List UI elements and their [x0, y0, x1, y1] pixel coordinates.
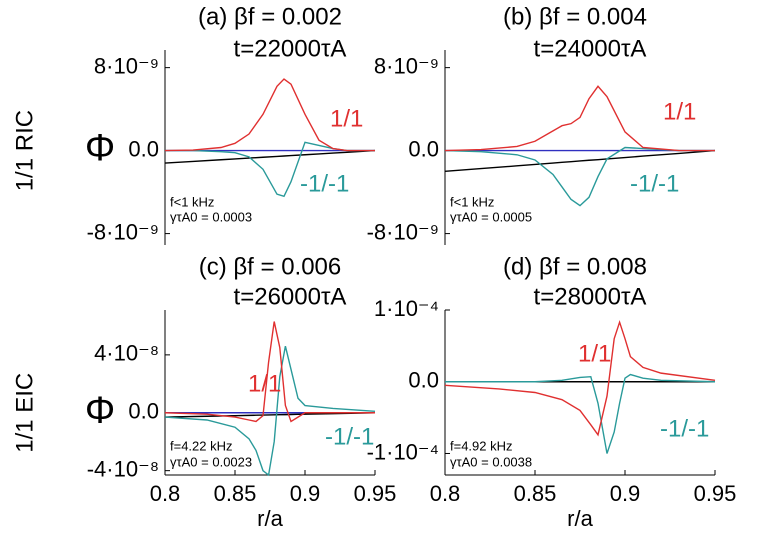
x-axis-label: r/a: [257, 506, 283, 531]
x-tick-label: 0.95: [354, 481, 397, 506]
x-tick-label: 0.8: [430, 481, 461, 506]
panel-subtitle: t=22000τA: [234, 35, 347, 62]
series-line: [444, 85, 715, 152]
series-line: [165, 141, 375, 198]
annotation: f<1 kHz: [170, 194, 214, 209]
row-label: 1/1 EIC: [11, 373, 38, 453]
annotation: γτA0 = 0.0005: [450, 209, 532, 224]
y-tick-label: 4·10⁻⁸: [94, 341, 159, 366]
y-tick-label: 0.0: [128, 136, 159, 161]
row-label: 1/1 RIC: [11, 110, 38, 191]
series-line: [164, 346, 376, 477]
series-label: -1/-1: [660, 415, 709, 442]
y-tick-label: -8·10⁻⁹: [367, 219, 439, 244]
x-tick-label: 0.9: [610, 481, 641, 506]
panel-title: (c) βf = 0.006: [199, 253, 342, 280]
panel-title: (d) βf = 0.008: [503, 253, 647, 280]
y-axis-label: Φ: [85, 390, 115, 432]
y-tick-label: -4·10⁻⁸: [87, 456, 159, 481]
x-tick-label: 0.9: [290, 481, 321, 506]
series-line: [164, 78, 375, 152]
x-tick-label: 0.8: [150, 481, 181, 506]
annotation: f=4.92 kHz: [450, 438, 513, 453]
series-label: 1/1: [248, 370, 281, 397]
x-tick-label: 0.85: [214, 481, 257, 506]
x-tick-label: 0.85: [514, 481, 557, 506]
x-axis-label: r/a: [567, 506, 593, 531]
panel-title: (a) βf = 0.002: [198, 3, 342, 30]
annotation: f<1 kHz: [450, 194, 494, 209]
x-tick-label: 0.95: [694, 481, 737, 506]
series-line: [444, 319, 716, 437]
series-label: -1/-1: [325, 423, 374, 450]
panel-subtitle: t=24000τA: [534, 35, 647, 62]
series-label: 1/1: [663, 98, 696, 125]
y-tick-label: 0.0: [128, 399, 159, 424]
series-line: [164, 149, 376, 164]
annotation: f=4.22 kHz: [170, 438, 233, 453]
series-label: 1/1: [330, 105, 363, 132]
y-tick-label: 0.0: [408, 136, 439, 161]
annotation: γτA0 = 0.0003: [170, 209, 252, 224]
series-line: [445, 373, 716, 454]
series-line: [164, 321, 375, 423]
annotation: γτA0 = 0.0038: [450, 454, 532, 469]
y-tick-label: 0.0: [408, 368, 439, 393]
y-tick-label: -1·10⁻⁴: [367, 439, 439, 464]
panel-title: (b) βf = 0.004: [503, 3, 647, 30]
annotation: γτA0 = 0.0023: [170, 454, 252, 469]
y-tick-label: 8·10⁻⁹: [374, 53, 439, 78]
panel-subtitle: t=28000τA: [534, 283, 647, 310]
series-label: 1/1: [578, 340, 611, 367]
y-tick-label: -8·10⁻⁹: [87, 219, 159, 244]
series-label: -1/-1: [300, 170, 349, 197]
y-tick-label: 1·10⁻⁴: [374, 296, 439, 321]
series-label: -1/-1: [630, 170, 679, 197]
y-tick-label: 8·10⁻⁹: [94, 53, 159, 78]
series-line: [444, 146, 715, 207]
y-axis-label: Φ: [85, 128, 115, 170]
series-line: [444, 149, 716, 173]
panel-subtitle: t=26000τA: [234, 283, 347, 310]
